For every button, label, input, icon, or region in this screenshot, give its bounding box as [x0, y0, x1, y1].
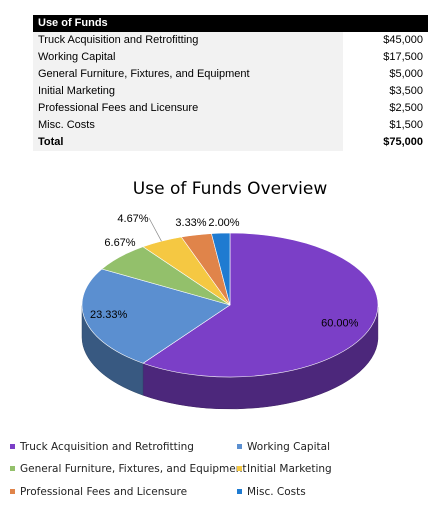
legend-swatch	[10, 443, 15, 449]
data-label: 6.67%	[104, 237, 135, 249]
row-label: Working Capital	[33, 49, 343, 66]
legend-swatch	[10, 488, 15, 494]
table-row: Truck Acquisition and Retrofitting $45,00…	[33, 32, 428, 49]
leader-line	[148, 217, 162, 242]
table-row: Working Capital $17,500	[33, 49, 428, 66]
legend-item: Initial Marketing	[237, 463, 332, 475]
legend-label: General Furniture, Fixtures, and Equipme…	[20, 463, 247, 475]
legend-swatch	[10, 465, 15, 471]
legend-item: Working Capital	[237, 441, 330, 453]
data-label: 23.33%	[90, 309, 128, 321]
row-amount: $2,500	[342, 100, 428, 117]
row-amount: $3,500	[342, 83, 428, 100]
total-label: Total	[33, 134, 343, 151]
row-label: General Furniture, Fixtures, and Equipme…	[33, 66, 343, 83]
legend-swatch	[237, 443, 242, 449]
legend-label: Truck Acquisition and Retrofitting	[20, 441, 194, 453]
table-header-row: Use of Funds	[33, 15, 428, 32]
row-amount: $1,500	[342, 117, 428, 134]
table-row: Initial Marketing $3,500	[33, 83, 428, 100]
table-row: Professional Fees and Licensure $2,500	[33, 100, 428, 117]
row-label: Truck Acquisition and Retrofitting	[33, 32, 343, 49]
data-label: 2.00%	[208, 217, 239, 229]
row-amount: $45,000	[342, 32, 428, 49]
legend-item: Truck Acquisition and Retrofitting	[10, 441, 194, 453]
pie-slice	[211, 232, 231, 306]
legend-swatch	[237, 488, 242, 494]
legend-swatch	[237, 465, 242, 471]
data-label: 4.67%	[117, 213, 148, 225]
legend-label: Initial Marketing	[247, 463, 332, 475]
legend-label: Professional Fees and Licensure	[20, 486, 188, 498]
use-of-funds-table: Use of Funds Truck Acquisition and Retro…	[33, 15, 428, 151]
data-label: 60.00%	[321, 317, 359, 329]
row-amount: $5,000	[342, 66, 428, 83]
total-amount: $75,000	[342, 134, 428, 151]
row-label: Professional Fees and Licensure	[33, 100, 343, 117]
legend-label: Working Capital	[247, 441, 330, 453]
legend-item: General Furniture, Fixtures, and Equipme…	[10, 463, 247, 475]
pie-chart: 60.00% 23.33% 6.67% 4.67% 3.33% 2.00%	[81, 213, 379, 410]
table-row: General Furniture, Fixtures, and Equipme…	[33, 66, 428, 83]
pie-slice	[81, 268, 231, 364]
row-amount: $17,500	[342, 49, 428, 66]
table-row: Misc. Costs $1,500	[33, 117, 428, 134]
row-label: Misc. Costs	[33, 117, 343, 134]
row-label: Initial Marketing	[33, 83, 343, 100]
legend-item: Professional Fees and Licensure	[10, 486, 187, 498]
pie-slice	[142, 232, 379, 378]
legend-item: Misc. Costs	[237, 486, 306, 498]
data-label: 3.33%	[175, 217, 206, 229]
legend-label: Misc. Costs	[247, 486, 306, 498]
table-header: Use of Funds	[33, 15, 428, 32]
chart-title: Use of Funds Overview	[132, 179, 328, 199]
table-total-row: Total $75,000	[33, 134, 428, 151]
